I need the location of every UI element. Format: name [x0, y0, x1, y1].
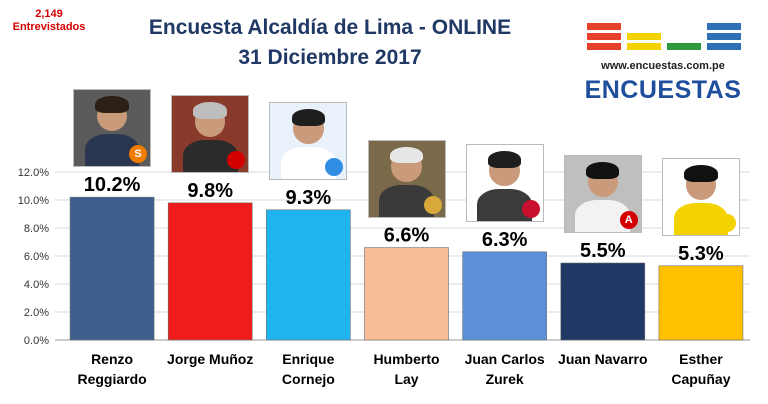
sample-info: 2,149 Entrevistados — [4, 8, 94, 34]
candidate-photo-icon — [661, 157, 740, 236]
bar — [364, 247, 449, 341]
category-label: Cornejo — [282, 371, 335, 387]
logo-bar — [627, 33, 661, 40]
logo-bar — [707, 33, 741, 40]
logo-bar — [707, 23, 741, 30]
logo-bar — [587, 43, 621, 50]
category-label: Enrique — [282, 351, 334, 367]
value-label: 6.3% — [482, 229, 528, 251]
value-label: 10.2% — [84, 174, 141, 196]
y-tick-label: 12.0% — [18, 167, 49, 179]
logo-bar — [667, 43, 701, 50]
candidate-photo-icon — [465, 143, 544, 222]
bar — [560, 262, 646, 341]
value-label: 6.6% — [384, 225, 430, 247]
logo-bar — [587, 33, 621, 40]
bar — [658, 265, 744, 341]
party-logo-icon: S — [129, 145, 148, 164]
sample-count: 2,149 — [35, 8, 63, 20]
value-label: 5.5% — [580, 240, 626, 262]
y-tick-label: 8.0% — [24, 223, 49, 235]
category-label: Renzo — [91, 351, 133, 367]
category-label: Humberto — [373, 351, 439, 367]
y-tick-label: 6.0% — [24, 251, 49, 263]
category-label: Capuñay — [671, 371, 730, 387]
bar — [266, 209, 351, 341]
party-logo-icon — [227, 150, 246, 169]
bar — [462, 251, 547, 341]
category-label: Jorge Muñoz — [167, 351, 253, 367]
category-label: Zurek — [486, 371, 524, 387]
party-logo-icon — [423, 195, 442, 214]
bar — [167, 202, 253, 341]
y-tick-label: 2.0% — [24, 307, 49, 319]
party-logo-icon — [521, 199, 540, 218]
party-logo-icon: A — [619, 211, 638, 229]
logo-bars-icon — [587, 23, 741, 50]
candidate-photo-icon — [171, 94, 250, 173]
value-label: 9.3% — [286, 187, 332, 209]
candidate-photo-icon — [269, 101, 348, 180]
candidate-photo-icon: A — [563, 155, 642, 233]
chart-subtitle: 31 Diciembre 2017 — [238, 46, 422, 69]
sample-label: Entrevistados — [12, 21, 86, 33]
category-label: Reggiardo — [77, 371, 146, 387]
category-label: Lay — [394, 371, 418, 387]
category-label: Juan Carlos — [465, 351, 545, 367]
logo-bar — [707, 43, 741, 50]
candidate-photo-icon: S — [73, 89, 152, 168]
y-tick-label: 4.0% — [24, 279, 49, 291]
category-label: Esther — [679, 351, 723, 367]
logo-wordmark: ENCUESTAS — [584, 76, 742, 104]
category-label: Juan Navarro — [558, 351, 647, 367]
chart-title: Encuesta Alcaldía de Lima - ONLINE — [148, 16, 512, 39]
encuestas-logo: www.encuestas.com.pe ENCUESTAS — [583, 14, 755, 110]
party-logo-icon — [325, 157, 344, 176]
value-label: 9.8% — [187, 180, 233, 202]
logo-url: www.encuestas.com.pe — [601, 60, 725, 72]
y-tick-label: 0.0% — [24, 335, 49, 347]
value-label: 5.3% — [678, 243, 724, 265]
candidate-photo-icon — [367, 139, 446, 218]
logo-bar — [587, 23, 621, 30]
y-tick-label: 10.0% — [18, 195, 49, 207]
bar — [69, 196, 155, 341]
logo-bar — [627, 43, 661, 50]
party-logo-icon — [717, 213, 736, 232]
